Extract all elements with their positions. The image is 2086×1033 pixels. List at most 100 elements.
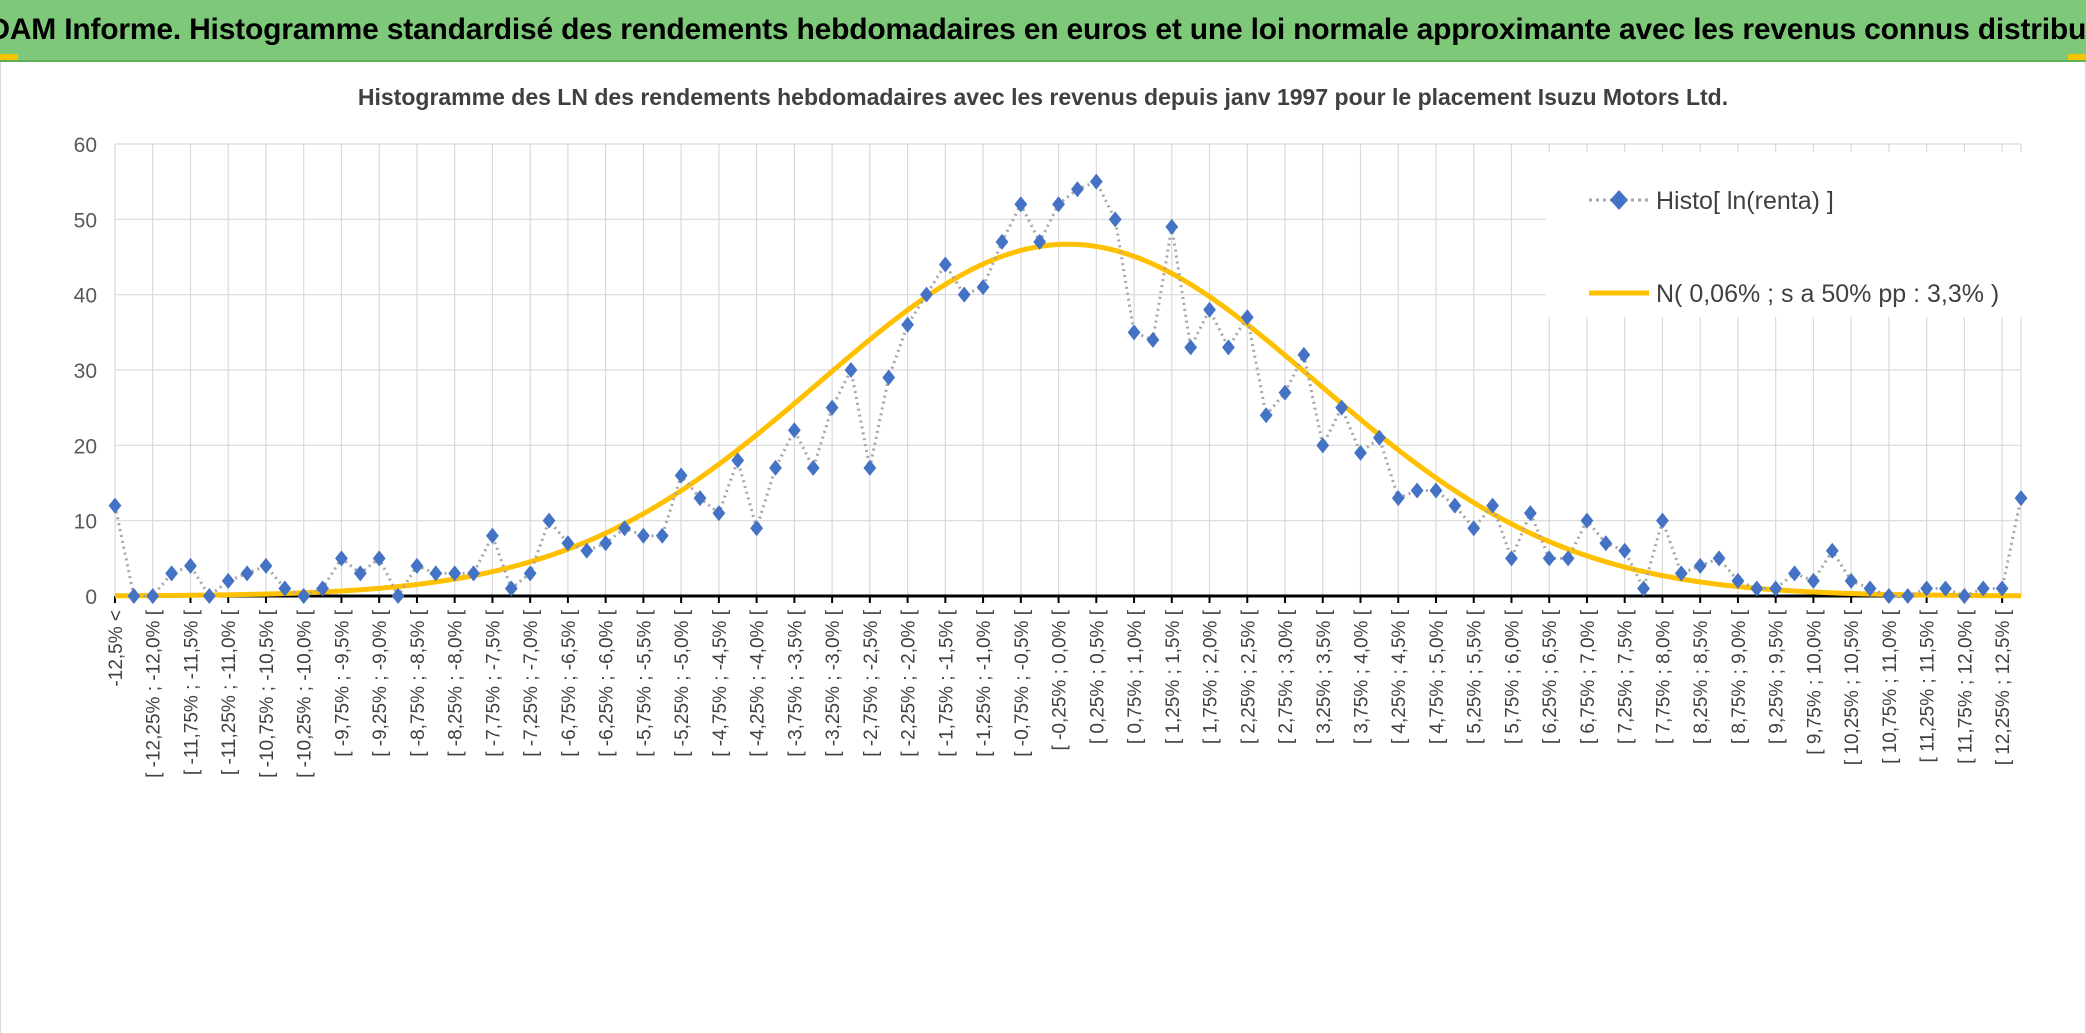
- y-tick-label: 60: [74, 134, 97, 157]
- histo-point: [976, 279, 990, 296]
- x-tick-label: [ 1,75% ; 2,0% [: [1201, 609, 1222, 744]
- histo-point: [1486, 497, 1500, 514]
- histo-point: [410, 557, 424, 574]
- histo-point: [1108, 211, 1122, 228]
- x-tick-label: [ -1,75% ; -1,5% [: [936, 609, 957, 757]
- histo-point: [1769, 580, 1783, 597]
- histo-point: [957, 286, 971, 303]
- histo-point: [1448, 497, 1462, 514]
- histo-point: [655, 527, 669, 544]
- histo-point: [1429, 482, 1443, 499]
- histo-point: [1957, 588, 1971, 604]
- histo-point: [146, 588, 160, 604]
- y-tick-label: 10: [74, 511, 97, 534]
- x-tick-label: [ 0,25% ; 0,5% [: [1087, 609, 1108, 744]
- x-tick-label: [ 8,75% ; 9,0% [: [1729, 609, 1750, 744]
- histo-point: [165, 565, 179, 582]
- histo-point: [353, 565, 367, 582]
- x-tick-label: [ -11,25% ; -11,0% [: [219, 609, 240, 775]
- histo-point: [542, 512, 556, 529]
- histo-point: [1372, 429, 1386, 446]
- histo-point: [259, 557, 273, 574]
- histo-point: [674, 467, 688, 484]
- x-tick-label: [ 11,75% ; 12,0% [: [1955, 609, 1976, 764]
- histo-point: [504, 580, 518, 597]
- histo-point: [1523, 505, 1537, 522]
- x-tick-label: [ 5,25% ; 5,5% [: [1465, 609, 1486, 744]
- x-tick-label: -12,5% <: [106, 610, 127, 687]
- x-tick-label: [ -2,25% ; -2,0% [: [899, 609, 920, 757]
- histo-point: [731, 452, 745, 469]
- histo-point: [372, 550, 386, 567]
- x-tick-label: [ 8,25% ; 8,5% [: [1691, 609, 1712, 744]
- histo-point: [1165, 218, 1179, 235]
- x-tick-label: [ -10,25% ; -10,0% [: [295, 609, 316, 778]
- histogram-chart: Histogramme des LN des rendements hebdom…: [74, 84, 2066, 778]
- histo-point: [806, 459, 820, 476]
- corner-accent-left: [0, 54, 18, 60]
- x-tick-label: [ -7,75% ; -7,5% [: [483, 609, 504, 757]
- histo-point: [1844, 572, 1858, 589]
- histo-point: [1014, 196, 1028, 213]
- histo-point: [825, 399, 839, 416]
- x-tick-label: [ -7,25% ; -7,0% [: [521, 609, 542, 757]
- histo-point: [486, 527, 499, 544]
- x-tick-label: [ -1,25% ; -1,0% [: [974, 609, 995, 757]
- histo-point: [1882, 588, 1896, 604]
- histo-point: [1825, 542, 1839, 559]
- histo-point: [1467, 520, 1481, 537]
- histo-point: [1052, 196, 1065, 213]
- histo-point: [297, 588, 311, 604]
- legend-normal-label: N( 0,06% ; s a 50% pp : 3,3% ): [1656, 280, 1999, 308]
- histo-point: [1863, 580, 1877, 597]
- x-tick-label: [ 9,25% ; 9,5% [: [1767, 609, 1788, 744]
- histo-point: [561, 535, 575, 552]
- histo-point: [938, 256, 952, 273]
- x-tick-label: [ -4,25% ; -4,0% [: [748, 609, 769, 757]
- x-tick-label: [ 10,75% ; 11,0% [: [1880, 609, 1901, 764]
- histo-point: [1731, 572, 1745, 589]
- x-tick-label: [ 2,75% ; 3,0% [: [1276, 609, 1297, 744]
- histo-point: [316, 580, 329, 597]
- normal-curve-series: [114, 241, 2022, 599]
- histo-point: [636, 527, 650, 544]
- x-tick-label: [ -5,75% ; -5,5% [: [634, 609, 655, 757]
- chart-title: Histogramme des LN des rendements hebdom…: [358, 84, 1728, 110]
- histo-point: [1146, 331, 1160, 348]
- x-tick-label: [ -3,25% ; -3,0% [: [823, 609, 844, 757]
- histo-point: [184, 557, 197, 574]
- histo-point: [523, 565, 537, 582]
- histo-point: [1033, 233, 1047, 250]
- histo-point: [1580, 512, 1594, 529]
- histo-point: [1561, 550, 1575, 567]
- histo-point: [901, 316, 914, 333]
- x-tick-label: [ -12,25% ; -12,0% [: [144, 609, 165, 778]
- x-tick-label: [ 11,25% ; 11,5% [: [1918, 609, 1939, 762]
- histo-point: [1354, 444, 1367, 461]
- y-tick-label: 30: [74, 360, 97, 383]
- histo-point: [1203, 301, 1216, 318]
- histo-point: [863, 459, 877, 476]
- histo-point: [1316, 437, 1330, 454]
- histo-point: [1618, 542, 1632, 559]
- corner-accent-right: [2068, 54, 2086, 60]
- histo-point: [618, 520, 631, 537]
- chart-frame: Histogramme des LN des rendements hebdom…: [0, 62, 2086, 1033]
- report-banner: ADAM Informe. Histogramme standardisé de…: [0, 0, 2086, 62]
- histo-point: [1071, 181, 1084, 198]
- x-tick-label: [ 6,25% ; 6,5% [: [1540, 609, 1561, 744]
- x-tick-label: [ -2,75% ; -2,5% [: [861, 609, 882, 757]
- histo-point: [1184, 339, 1198, 356]
- histo-dotted-line: [113, 179, 2023, 600]
- histo-point: [127, 588, 141, 604]
- x-tick-label: [ 3,25% ; 3,5% [: [1314, 609, 1335, 744]
- x-tick-labels: -12,5% < [ -12,25% ; -12,0% [[ -11,75% ; …: [106, 609, 2014, 778]
- legend-histo-label: Histo[ ln(renta) ]: [1656, 187, 1834, 215]
- histo-point: [1656, 512, 1669, 529]
- histo-point: [1750, 580, 1764, 597]
- x-tick-label: [ -5,25% ; -5,0% [: [672, 609, 693, 757]
- histo-point: [844, 362, 858, 378]
- histo-point: [1222, 339, 1235, 356]
- x-tick-label: [ 7,75% ; 8,0% [: [1653, 609, 1674, 744]
